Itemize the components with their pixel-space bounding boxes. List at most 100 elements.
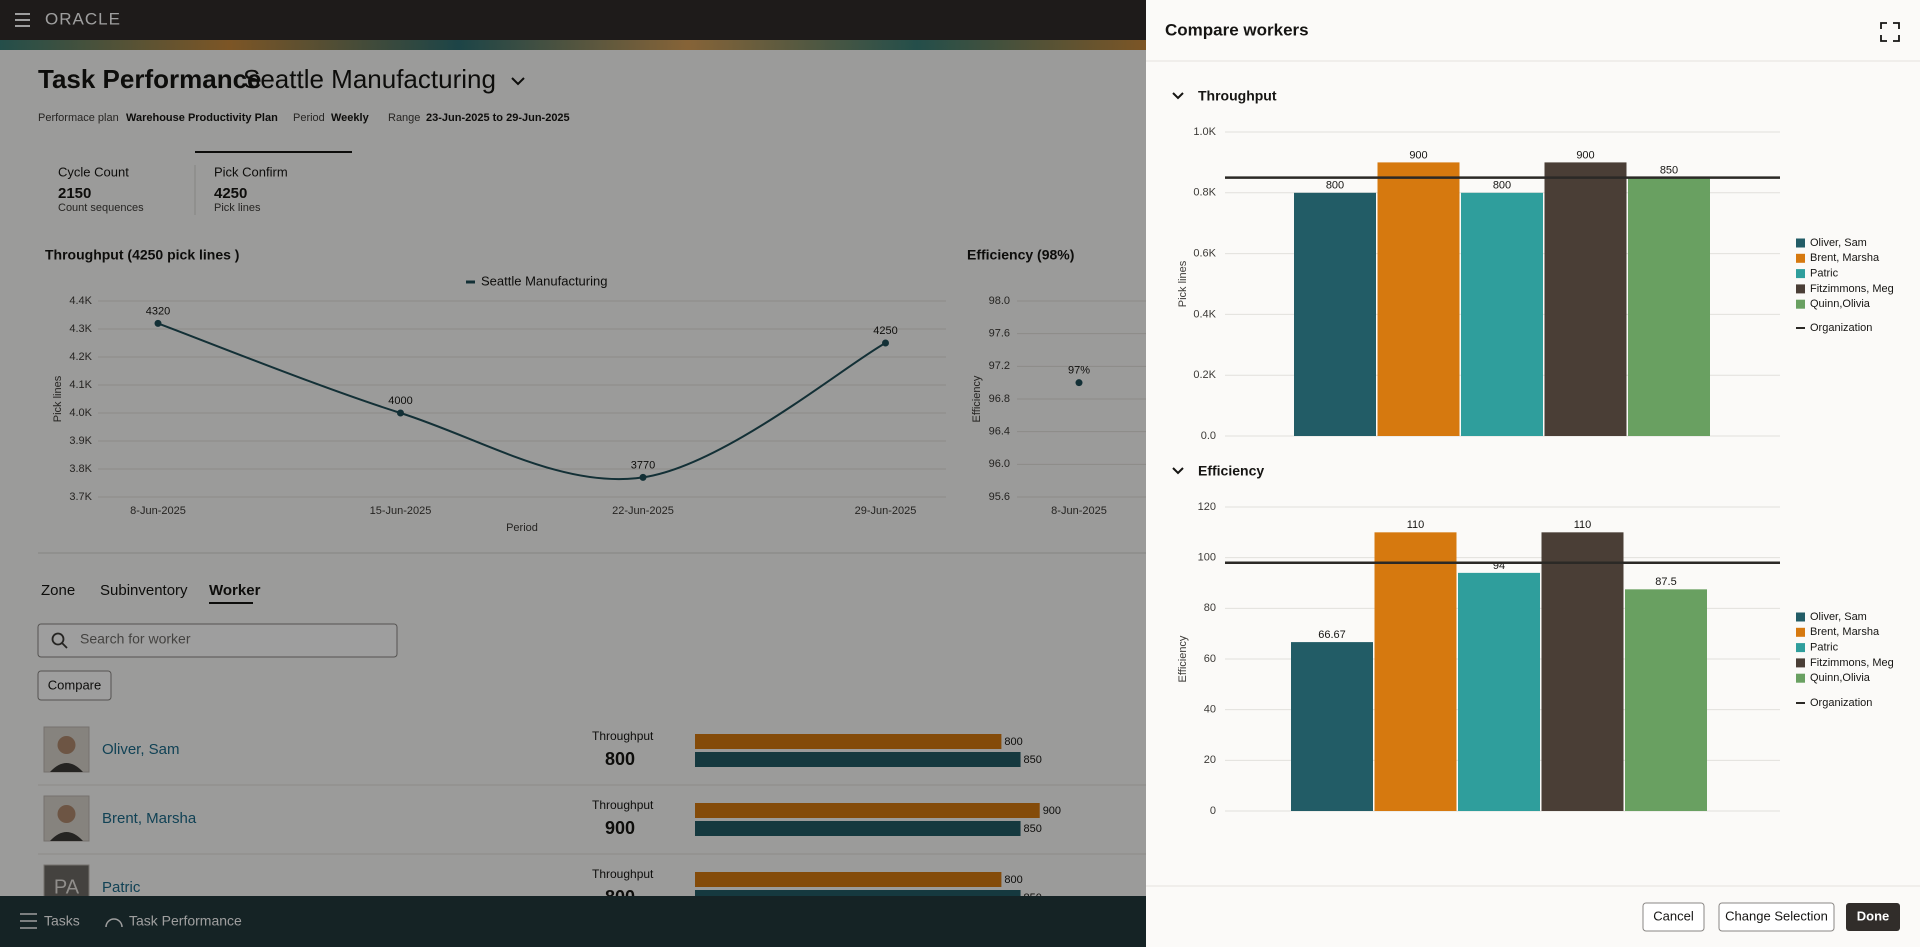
legend-label: Patric: [1810, 642, 1839, 654]
y-tick-label: 0.6K: [1193, 248, 1216, 260]
legend-label: Brent, Marsha: [1810, 252, 1880, 264]
button-label: Cancel: [1653, 908, 1694, 923]
y-tick-label: 97.6: [989, 328, 1010, 340]
worker-name[interactable]: Patric: [102, 879, 141, 896]
metric-unit: Count sequences: [58, 202, 144, 214]
bar: [1625, 589, 1707, 811]
avatar-initials: PA: [54, 876, 80, 898]
y-tick-label: 40: [1204, 704, 1216, 716]
y-tick-label: 0.4K: [1193, 308, 1216, 320]
y-tick-label: 0.2K: [1193, 369, 1216, 381]
legend-label: Organization: [1810, 697, 1872, 709]
site-selector[interactable]: Seattle Manufacturing: [243, 64, 496, 94]
worker-name[interactable]: Brent, Marsha: [102, 810, 197, 827]
legend-label: Oliver, Sam: [1810, 237, 1867, 249]
y-tick-label: 0.0: [1201, 430, 1216, 442]
legend-swatch: [1796, 643, 1805, 653]
data-label: 110: [1407, 519, 1425, 531]
metric-label[interactable]: Pick Confirm: [214, 164, 288, 179]
legend-label: Organization: [1810, 322, 1872, 334]
bottom-nav-item[interactable]: Tasks: [44, 913, 80, 929]
legend-swatch: [1796, 627, 1805, 637]
avatar-face: [57, 805, 76, 823]
legend-label: Brent, Marsha: [1810, 626, 1880, 638]
top-bar: [0, 0, 1146, 40]
data-label: 66.67: [1318, 629, 1346, 641]
compare-button[interactable]: [37, 670, 112, 701]
bottom-bar: [0, 896, 1146, 947]
legend-label: Fitzimmons, Meg: [1810, 283, 1894, 295]
tab[interactable]: Worker: [209, 582, 261, 599]
legend-label: Oliver, Sam: [1810, 611, 1867, 623]
done-button[interactable]: [1846, 903, 1900, 931]
data-label: 4000: [388, 395, 412, 407]
data-point: [154, 319, 162, 327]
y-tick-label: 120: [1198, 501, 1216, 513]
data-label: 97%: [1068, 365, 1090, 377]
modal-scrim[interactable]: [0, 0, 1146, 947]
brand: ORACLE: [45, 9, 121, 28]
legend-label: Quinn,Olivia: [1810, 298, 1871, 310]
legend-label: Fitzimmons, Meg: [1810, 657, 1894, 669]
data-label: 900: [1576, 149, 1594, 161]
x-tick-label: 8-Jun-2025: [130, 505, 186, 517]
x-axis-label: Period: [506, 522, 538, 534]
metric-label: Throughput: [592, 798, 654, 812]
menu-icon[interactable]: [15, 13, 30, 27]
y-tick-label: 100: [1198, 552, 1216, 564]
section-title: Efficiency: [1198, 463, 1264, 479]
button-label: Done: [1857, 908, 1890, 923]
change-selection-button[interactable]: [1718, 902, 1835, 932]
data-point: [397, 409, 404, 417]
avatar-body: [50, 763, 83, 772]
tasks-icon: [20, 913, 37, 929]
worker-bar: [695, 803, 1040, 818]
search-box[interactable]: [37, 623, 398, 658]
gauge-icon: [105, 918, 123, 928]
data-label: 850: [1660, 165, 1678, 177]
metric-label: Cycle Count: [58, 164, 129, 179]
tab[interactable]: Subinventory: [100, 582, 188, 599]
expand-icon[interactable]: [1880, 22, 1900, 42]
data-point: [1075, 379, 1083, 387]
legend-swatch: [1796, 238, 1805, 248]
legend-label: Seattle Manufacturing: [481, 273, 607, 288]
y-tick-label: 4.4K: [69, 295, 92, 307]
metric-unit: Pick lines: [214, 202, 261, 214]
y-tick-label: 3.8K: [69, 463, 92, 475]
y-tick-label: 4.2K: [69, 351, 92, 363]
bottom-nav-item[interactable]: Task Performance: [129, 913, 242, 929]
y-tick-label: 20: [1204, 754, 1216, 766]
data-label: 800: [1493, 180, 1511, 192]
chart-title: Efficiency (98%): [967, 247, 1074, 263]
collapse-chevron[interactable]: [1172, 467, 1184, 475]
worker-name[interactable]: Oliver, Sam: [102, 741, 180, 758]
y-tick-label: 0: [1210, 805, 1216, 817]
legend-swatch: [1796, 284, 1805, 294]
y-tick-label: 96.8: [989, 393, 1010, 405]
chart-title: Throughput (4250 pick lines ): [45, 247, 239, 263]
legend-swatch: [1796, 612, 1805, 622]
x-tick-label: 8-Jun-2025: [1051, 505, 1107, 517]
bar-label: 800: [1004, 874, 1022, 886]
tab[interactable]: Zone: [41, 582, 75, 599]
data-point: [882, 339, 889, 347]
avatar-body: [50, 832, 83, 841]
cancel-button[interactable]: [1642, 902, 1705, 932]
metric-value: 2150: [58, 185, 91, 202]
worker-bar: [695, 734, 1002, 749]
site-chevron[interactable]: [511, 77, 525, 86]
collapse-chevron[interactable]: [1172, 92, 1184, 100]
legend-swatch: [1796, 673, 1805, 683]
data-label: 900: [1409, 149, 1427, 161]
y-tick-label: 4.1K: [69, 379, 92, 391]
x-tick-label: 15-Jun-2025: [370, 505, 432, 517]
bar: [1544, 162, 1627, 436]
compare-button-label: Compare: [48, 677, 101, 692]
period-label: Period: [293, 112, 325, 124]
plan-value: Warehouse Productivity Plan: [126, 112, 278, 124]
y-tick-label: 96.0: [989, 458, 1010, 470]
data-label: 4320: [146, 305, 170, 317]
period-value: Weekly: [331, 112, 370, 124]
